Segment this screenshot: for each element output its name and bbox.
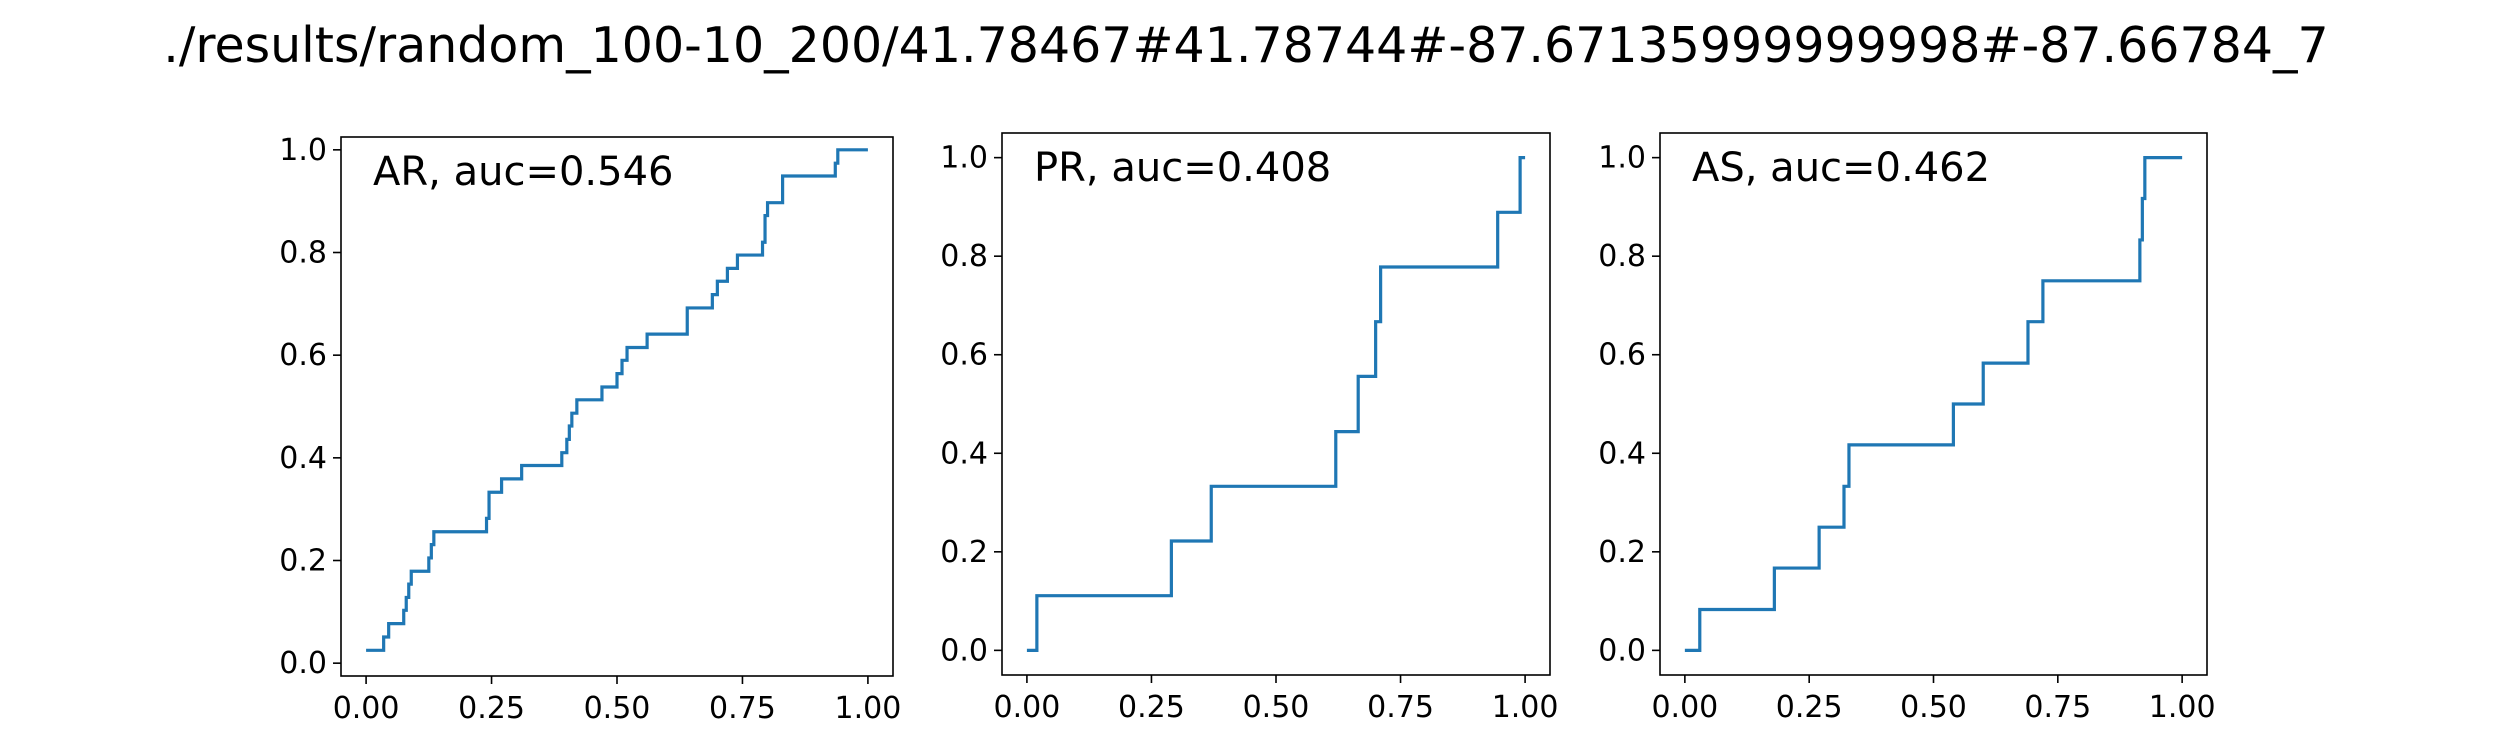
figure-title: ./results/random_100-10_200/41.78467#41.… [163, 17, 2328, 74]
y-tick-label: 0.2 [279, 544, 327, 579]
y-tick-label: 0.8 [1598, 239, 1646, 274]
subplot-2: 0.00 0.25 0.50 0.75 1.00 0.0 0.2 0.4 0.6 0.8 1.0 PR… [940, 132, 1559, 725]
x-tick-label: 1.00 [2149, 690, 2216, 725]
y-tick-label: 0.6 [940, 338, 988, 373]
x-tick-label: 0.25 [458, 691, 525, 726]
y-tick-label: 0.4 [940, 436, 988, 471]
y-tick-label: 0.0 [1598, 633, 1646, 668]
y-tick-label: 0.4 [279, 441, 327, 476]
x-tick-label: 0.00 [994, 690, 1061, 725]
axes-frame [1659, 132, 2208, 676]
y-tick-label: 0.0 [940, 633, 988, 668]
x-tick-label: 0.25 [1118, 690, 1185, 725]
series-line [1026, 156, 1526, 652]
auc-annotation: AS, auc=0.462 [1692, 145, 1990, 191]
x-tick-label: 0.00 [333, 691, 400, 726]
y-tick-label: 0.6 [279, 338, 327, 373]
axes-frame [1001, 132, 1551, 676]
y-tick-label: 0.2 [940, 535, 988, 570]
y-tick-label: 0.4 [1598, 436, 1646, 471]
x-tick-label: 0.50 [1900, 690, 1967, 725]
y-tick-label: 0.8 [279, 236, 327, 271]
y-tick-label: 0.6 [1598, 338, 1646, 373]
subplot-3: 0.00 0.25 0.50 0.75 1.00 0.0 0.2 0.4 0.6 0.8 1.0 AS… [1598, 132, 2216, 725]
x-tick-label: 0.50 [584, 691, 651, 726]
y-tick-label: 0.2 [1598, 535, 1646, 570]
y-tick-label: 1.0 [1598, 141, 1646, 176]
auc-annotation: PR, auc=0.408 [1034, 145, 1331, 191]
x-tick-label: 0.00 [1651, 690, 1718, 725]
x-tick-label: 0.75 [2024, 690, 2091, 725]
x-tick-label: 1.00 [835, 691, 902, 726]
y-tick-label: 0.8 [940, 239, 988, 274]
y-tick-label: 1.0 [940, 141, 988, 176]
series-line [366, 148, 868, 652]
series-line [1684, 156, 2183, 652]
x-tick-label: 0.75 [709, 691, 776, 726]
x-tick-label: 1.00 [1492, 690, 1559, 725]
auc-annotation: AR, auc=0.546 [373, 149, 673, 195]
y-tick-label: 0.0 [279, 646, 327, 681]
y-tick-label: 1.0 [279, 133, 327, 168]
subplot-1: 0.00 0.25 0.50 0.75 1.00 0.0 0.2 0.4 0.6 0.8 1.0 AR… [279, 133, 901, 726]
axes-frame [340, 136, 894, 677]
x-tick-label: 0.25 [1776, 690, 1843, 725]
x-tick-label: 0.50 [1243, 690, 1310, 725]
subplots: 0.00 0.25 0.50 0.75 1.00 0.0 0.2 0.4 0.6 0.8 1.0 AR… [279, 132, 2216, 726]
x-tick-label: 0.75 [1367, 690, 1434, 725]
